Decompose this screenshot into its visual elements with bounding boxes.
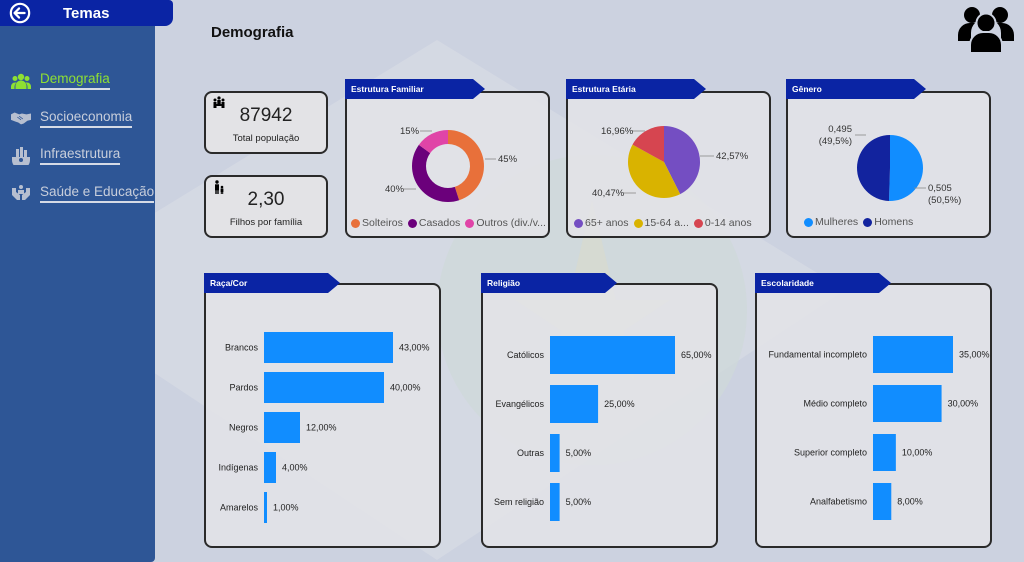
card-title-tab: Estrutura Familiar [345, 79, 485, 99]
legend-item[interactable]: 15-64 a... [633, 217, 689, 229]
people-group-icon [11, 72, 31, 90]
escolaridade-bar[interactable] [873, 336, 953, 373]
kpi-value: 2,30 [247, 189, 285, 210]
sidebar-item-label: Infraestrutura [40, 146, 121, 166]
legend-item[interactable]: Outros (div./v... [465, 217, 546, 229]
kpi-value: 87942 [239, 105, 293, 126]
religiao-bar[interactable] [550, 483, 560, 521]
genero-slice-1[interactable] [856, 135, 890, 201]
genero-slice-0[interactable] [888, 135, 923, 201]
card-title: Religião [487, 278, 521, 288]
card-title: Estrutura Familiar [351, 84, 424, 94]
card-title-tab: Escolaridade [755, 273, 891, 293]
sidebar-item-label: Socioeconomia [40, 109, 133, 128]
estrutura-etaria-slice-1[interactable] [628, 144, 681, 198]
legend-item[interactable]: Homens [863, 216, 913, 228]
family-icon [213, 96, 225, 108]
legend: Solteiros Casados Outros (div./v... [351, 217, 546, 229]
sidebar [0, 0, 155, 562]
estrutura-familiar-slice-2[interactable] [418, 130, 448, 154]
sidebar-item-saude-educacao[interactable]: Saúde e Educação [0, 175, 155, 213]
estrutura-familiar-slice-1[interactable] [412, 144, 460, 202]
card-title-tab: Gênero [786, 79, 926, 99]
kpi-label: Total população [232, 133, 300, 144]
back-arrow-icon[interactable] [9, 2, 31, 24]
legend-item[interactable]: 0-14 anos [693, 217, 752, 229]
escolaridade-bar[interactable] [873, 434, 896, 471]
raca-cor-bar[interactable] [264, 492, 267, 523]
legend-dot [863, 217, 873, 227]
legend-dot [693, 218, 703, 228]
kpi-total-populacao: 87942 Total população [204, 91, 328, 154]
legend: Mulheres Homens [804, 216, 913, 228]
legend: 65+ anos 15-64 a... 0-14 anos [574, 217, 752, 229]
legend-item[interactable]: 65+ anos [574, 217, 629, 229]
card-religiao [481, 283, 718, 548]
legend-dot [633, 218, 643, 228]
parent-child-icon [215, 180, 224, 194]
card-title: Raça/Cor [210, 278, 248, 288]
legend-dot [407, 218, 417, 228]
sidebar-title: Temas [63, 4, 110, 22]
sidebar-item-infraestrutura[interactable]: Infraestrutura [0, 137, 155, 175]
religiao-bar[interactable] [550, 385, 599, 423]
religiao-bar[interactable] [550, 336, 675, 374]
infrastructure-icon [11, 146, 31, 165]
escolaridade-bar[interactable] [873, 483, 892, 520]
legend-dot [574, 218, 583, 228]
legend-item[interactable]: Mulheres [804, 216, 858, 228]
sidebar-item-label: Demografia [40, 71, 110, 91]
legend-dot [465, 218, 475, 228]
handshake-icon [11, 109, 31, 127]
kpi-filhos-por-familia: 2,30 Filhos por família [204, 175, 328, 238]
card-title-tab: Religião [481, 273, 617, 293]
sidebar-item-label: Saúde e Educação [40, 184, 155, 203]
legend-item[interactable]: Solteiros [351, 217, 403, 229]
people-group-icon [958, 7, 1014, 53]
raca-cor-bar[interactable] [264, 412, 300, 443]
health-education-icon [11, 184, 31, 202]
sidebar-nav: Demografia Socioeconomia Infraestrutura … [0, 62, 155, 212]
card-title: Estrutura Etária [572, 84, 636, 94]
kpi-label: Filhos por família [229, 217, 303, 228]
card-raca-cor [204, 283, 441, 548]
legend-dot [351, 218, 360, 228]
page-title: Demografia [211, 24, 294, 41]
sidebar-item-socioeconomia[interactable]: Socioeconomia [0, 100, 155, 138]
card-title-tab: Estrutura Etária [566, 79, 706, 99]
card-title-tab: Raça/Cor [204, 273, 340, 293]
escolaridade-bar[interactable] [873, 385, 942, 422]
legend-item[interactable]: Casados [407, 217, 460, 229]
raca-cor-bar[interactable] [264, 332, 393, 363]
raca-cor-bar[interactable] [264, 372, 384, 403]
sidebar-item-demografia[interactable]: Demografia [0, 62, 155, 100]
sidebar-header: Temas [0, 0, 173, 26]
card-title: Gênero [792, 84, 822, 94]
estrutura-familiar-slice-0[interactable] [448, 130, 484, 201]
card-title: Escolaridade [761, 278, 814, 288]
card-estrutura-familiar [345, 91, 550, 238]
religiao-bar[interactable] [550, 434, 560, 472]
raca-cor-bar[interactable] [264, 452, 276, 483]
legend-dot [804, 217, 813, 227]
estrutura-etaria-slice-0[interactable] [664, 126, 700, 195]
estrutura-etaria-slice-2[interactable] [632, 126, 664, 162]
